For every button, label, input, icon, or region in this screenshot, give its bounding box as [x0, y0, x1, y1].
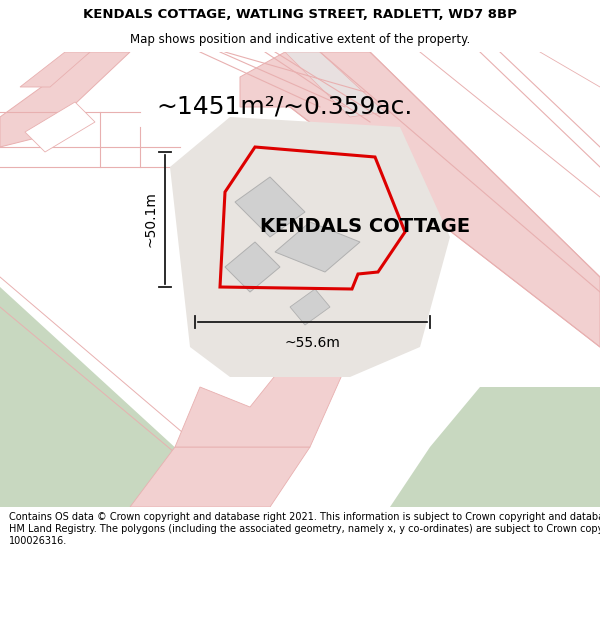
Polygon shape — [20, 52, 90, 87]
Text: Map shows position and indicative extent of the property.: Map shows position and indicative extent… — [130, 32, 470, 46]
Polygon shape — [290, 289, 330, 325]
Polygon shape — [175, 357, 350, 447]
Text: ~50.1m: ~50.1m — [143, 191, 157, 248]
Text: KENDALS COTTAGE: KENDALS COTTAGE — [260, 217, 470, 236]
Polygon shape — [240, 52, 600, 347]
Polygon shape — [130, 447, 310, 507]
Polygon shape — [25, 102, 95, 152]
Polygon shape — [235, 177, 305, 237]
Polygon shape — [0, 287, 240, 507]
Polygon shape — [170, 117, 450, 377]
Polygon shape — [225, 242, 280, 292]
Text: Contains OS data © Crown copyright and database right 2021. This information is : Contains OS data © Crown copyright and d… — [9, 512, 600, 546]
Polygon shape — [275, 222, 360, 272]
Polygon shape — [390, 387, 600, 507]
Polygon shape — [0, 52, 130, 147]
Text: KENDALS COTTAGE, WATLING STREET, RADLETT, WD7 8BP: KENDALS COTTAGE, WATLING STREET, RADLETT… — [83, 8, 517, 21]
Text: ~55.6m: ~55.6m — [284, 336, 340, 350]
Polygon shape — [285, 52, 385, 117]
Text: ~1451m²/~0.359ac.: ~1451m²/~0.359ac. — [157, 95, 413, 119]
